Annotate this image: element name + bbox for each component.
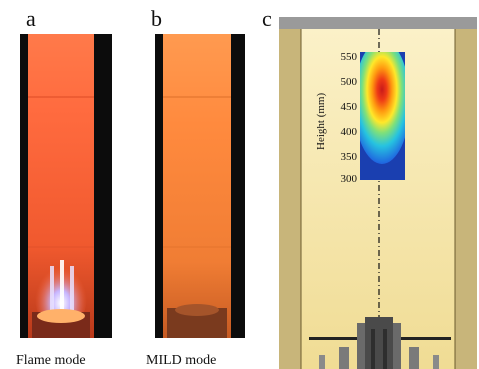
y-tick-label: 550: [340, 51, 358, 63]
mild-mode-photo: [155, 34, 245, 338]
mild-mode-caption: MILD mode: [146, 353, 217, 368]
heatmap-y-axis-label: Height (mm): [315, 92, 327, 150]
panel-letter-b: b: [151, 6, 162, 31]
furnace-diagram: [279, 17, 477, 369]
y-tick-label: 400: [340, 126, 358, 138]
furnace-schematic: [279, 17, 477, 369]
panel-letter-a: a: [26, 6, 36, 31]
temperature-heatmap: [360, 52, 405, 180]
y-tick-label: 500: [340, 76, 358, 88]
y-tick-label: 350: [340, 151, 358, 163]
flame-mode-image: [28, 34, 94, 338]
heatmap-image: [360, 52, 405, 180]
flame-mode-photo: [20, 34, 112, 338]
flame-mode-caption: Flame mode: [16, 353, 86, 368]
y-tick-label: 450: [340, 101, 358, 113]
mild-mode-image: [163, 34, 231, 338]
panel-letter-c: c: [262, 6, 272, 31]
y-tick-label: 300: [340, 173, 358, 185]
